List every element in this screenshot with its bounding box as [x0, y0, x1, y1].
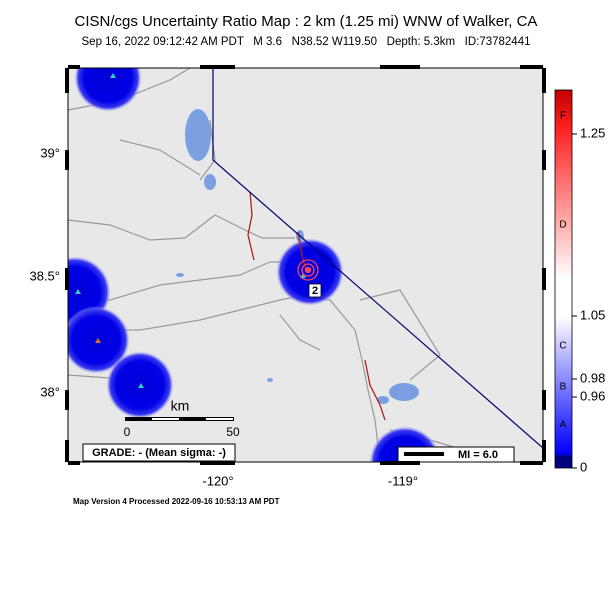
frame-tick — [542, 68, 546, 93]
legend-box — [397, 446, 515, 462]
frame-tick — [542, 150, 546, 170]
frame-tick — [65, 68, 69, 93]
colorbar — [554, 89, 573, 469]
frame-tick — [520, 461, 543, 465]
legend-line — [404, 452, 444, 456]
subtitle: Sep 16, 2022 09:12:42 AM PDT M 3.6 N38.5… — [82, 36, 531, 48]
station-label-box — [308, 283, 322, 298]
colorbar-tick-label: 0.98 — [580, 370, 605, 385]
epicenter — [297, 259, 319, 281]
frame-tick — [380, 461, 420, 465]
frame-ticks — [65, 65, 546, 465]
frame-tick — [68, 461, 80, 465]
state-border — [212, 68, 543, 449]
station-label: 2 — [312, 285, 318, 297]
frame-tick — [65, 150, 69, 170]
scale-unit: km — [171, 398, 190, 414]
colorbar-grade: C — [559, 341, 566, 352]
colorbar-tick-label: 0.96 — [580, 388, 605, 403]
scale-label: 50 — [226, 425, 240, 439]
colorbar-labels: F D C B A 1.25 1.05 0.98 0.96 0 — [559, 111, 605, 475]
lat-label: 39° — [40, 145, 60, 160]
scale-label: 0 — [124, 425, 131, 439]
map-frame — [67, 67, 544, 463]
legend-text: MI = 6.0 — [458, 449, 498, 461]
frame-tick — [65, 390, 69, 410]
colorbar-tick-label: 1.05 — [580, 307, 605, 322]
frame-tick — [542, 440, 546, 462]
frame-tick — [200, 461, 235, 465]
lon-label: -120° — [202, 473, 233, 488]
footer: Map Version 4 Processed 2022-09-16 10:53… — [73, 497, 280, 506]
map: 2 km 0 50 GRADE: - (Mean sigma: -) MI = … — [68, 68, 543, 462]
frame-tick — [380, 65, 420, 69]
axis-labels: 39° 38.5° 38° -120° -119° — [29, 145, 418, 488]
frame-tick — [542, 390, 546, 410]
frame-tick — [542, 268, 546, 290]
scale-bar-segment — [206, 418, 233, 420]
frame-tick — [200, 65, 235, 69]
grade-box — [82, 443, 236, 462]
title: CISN/cgs Uncertainty Ratio Map : 2 km (1… — [75, 13, 538, 30]
frame-tick — [65, 440, 69, 462]
scale-bar — [125, 417, 234, 421]
lat-label: 38.5° — [29, 268, 60, 283]
colorbar-grade: F — [560, 111, 566, 122]
colorbar-tick-label: 1.25 — [580, 125, 605, 140]
colorbar-grade: A — [560, 420, 567, 431]
lon-label: -119° — [388, 473, 418, 488]
frame-tick — [520, 65, 543, 69]
frame-tick — [68, 65, 80, 69]
stations — [75, 73, 306, 388]
colorbar-grade: D — [559, 220, 566, 231]
colorbar-tick-label: 0 — [580, 459, 587, 474]
frame-tick — [65, 268, 69, 290]
colorbar-grade: B — [560, 382, 567, 393]
lat-label: 38° — [40, 384, 60, 399]
scale-bar-segment — [152, 418, 179, 420]
grade: GRADE: - (Mean sigma: -) — [92, 447, 226, 459]
